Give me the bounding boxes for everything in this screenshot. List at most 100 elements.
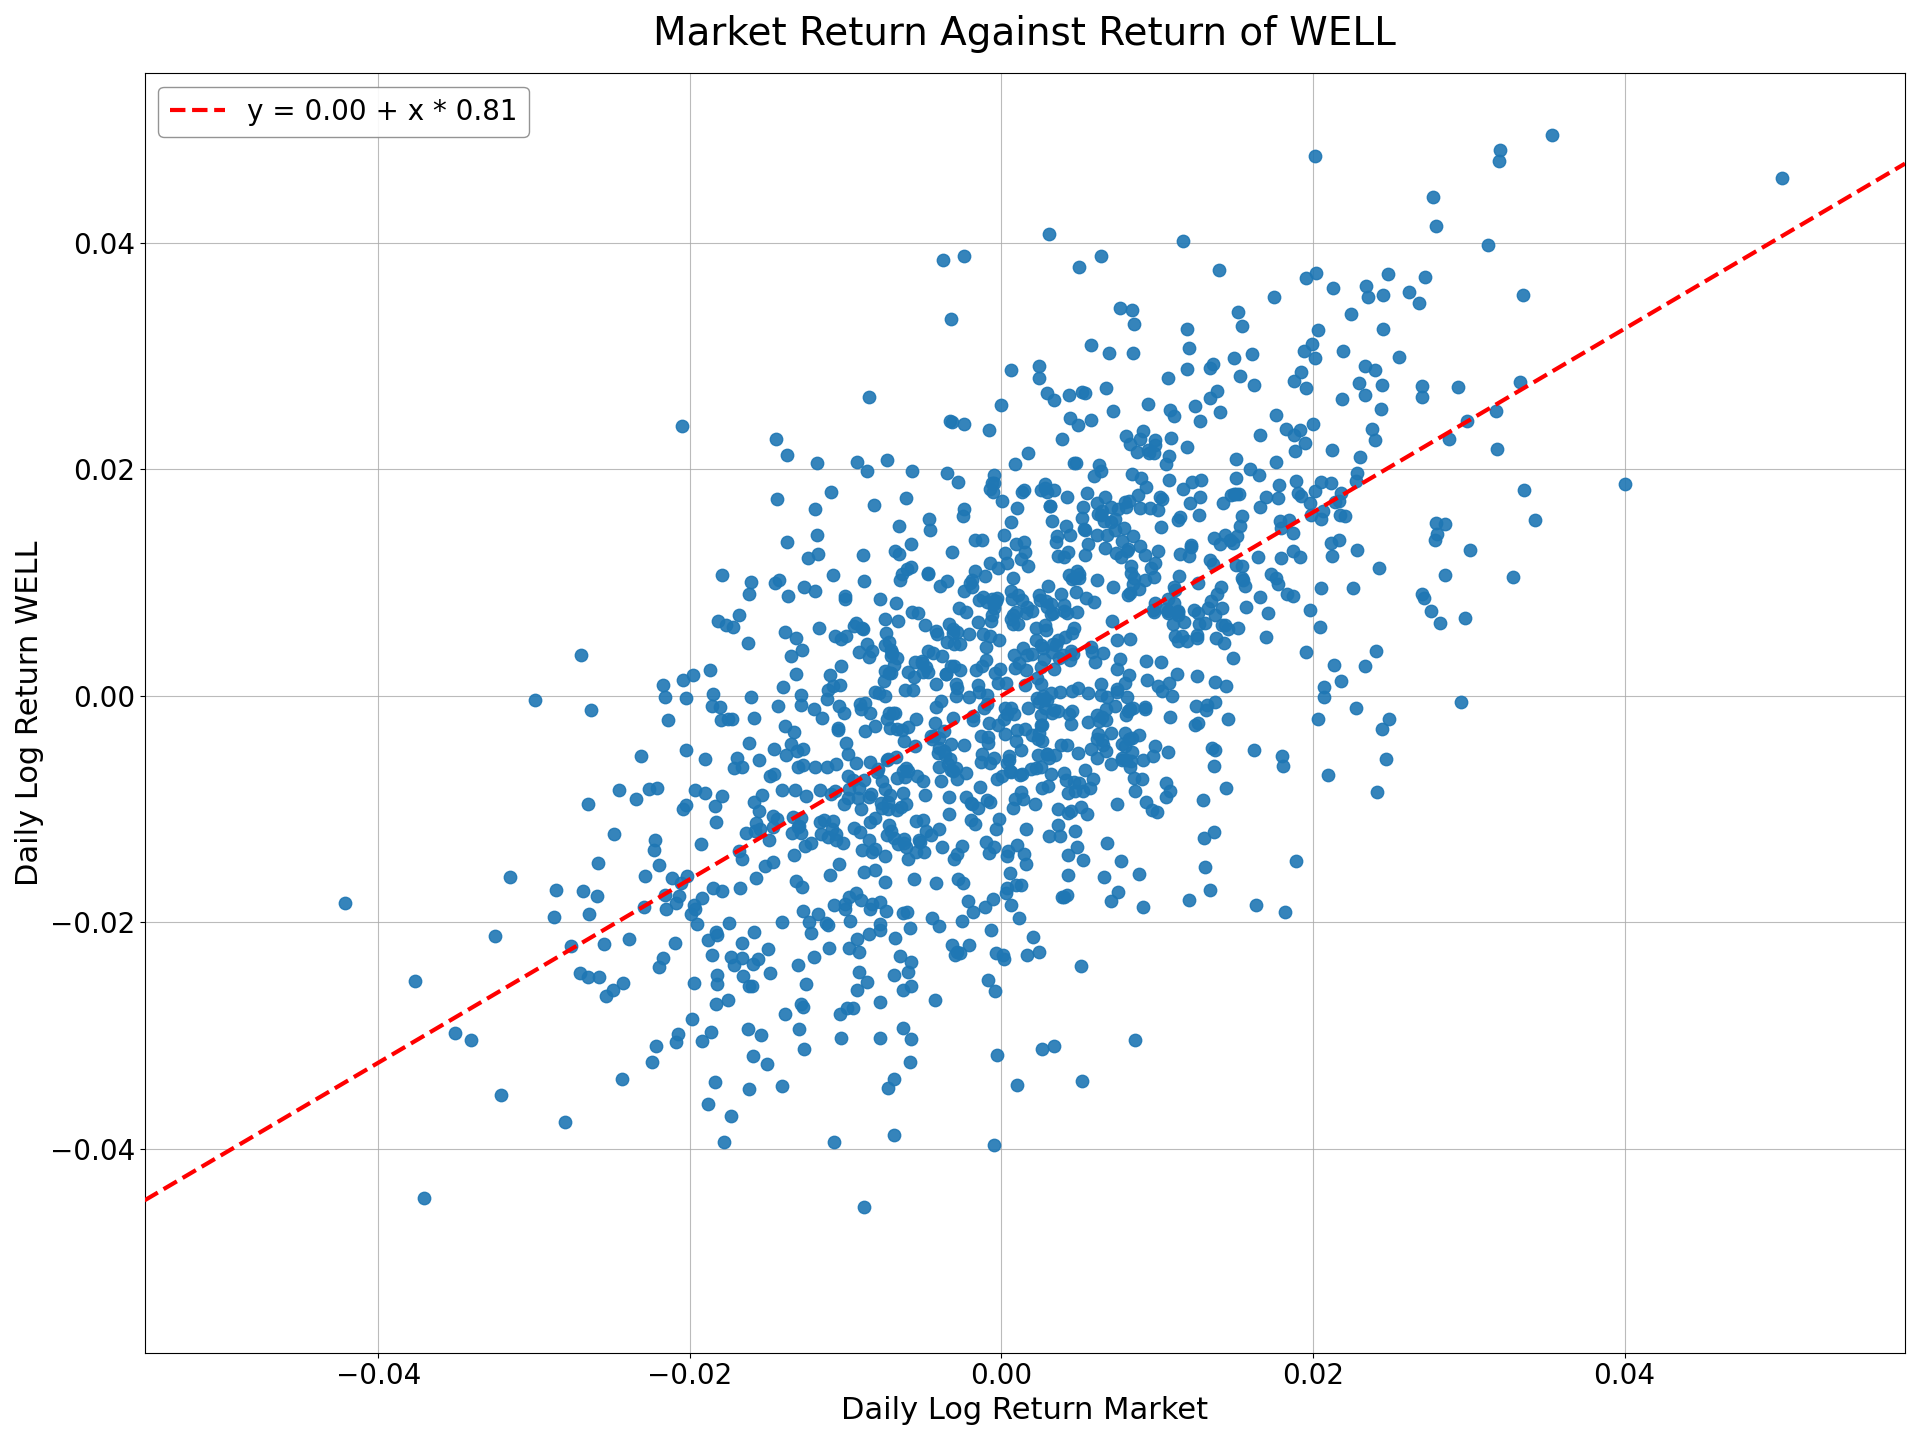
Point	[789, 1037, 820, 1060]
Point	[860, 838, 891, 861]
y = 0.00 + x * 0.81	[1181, 575, 1204, 592]
Point	[818, 1130, 849, 1153]
Point	[820, 624, 851, 647]
Point	[1419, 186, 1450, 209]
Point	[1035, 495, 1066, 518]
Point	[1167, 611, 1198, 634]
Point	[1091, 485, 1121, 508]
Point	[862, 757, 893, 780]
Point	[1114, 628, 1144, 651]
Point	[881, 647, 912, 670]
Point	[1071, 804, 1102, 827]
Point	[845, 798, 876, 821]
Point	[879, 926, 910, 949]
Point	[1177, 534, 1208, 557]
Point	[1114, 755, 1144, 778]
Point	[876, 716, 906, 739]
Point	[781, 626, 812, 649]
Point	[783, 815, 814, 838]
Point	[879, 1123, 910, 1146]
Point	[1152, 367, 1183, 390]
Point	[1281, 850, 1311, 873]
Point	[1062, 413, 1092, 436]
Point	[866, 791, 897, 814]
Point	[1091, 739, 1121, 762]
Point	[1000, 657, 1031, 680]
Point	[741, 865, 772, 888]
Point	[854, 811, 885, 834]
Point	[1006, 547, 1037, 570]
Point	[945, 632, 975, 655]
Point	[983, 629, 1014, 652]
Point	[1344, 372, 1375, 395]
Point	[678, 1007, 708, 1030]
Point	[785, 806, 816, 829]
Point	[991, 697, 1021, 720]
Point	[1183, 602, 1213, 625]
Point	[1031, 688, 1062, 711]
Point	[753, 937, 783, 960]
Point	[1152, 599, 1183, 622]
Point	[948, 734, 979, 757]
Point	[1183, 711, 1213, 734]
Point	[1223, 300, 1254, 323]
Point	[803, 903, 833, 926]
Point	[985, 393, 1016, 416]
Point	[879, 590, 910, 613]
Point	[993, 552, 1023, 575]
Point	[612, 927, 643, 950]
Point	[1060, 580, 1091, 603]
Point	[812, 756, 843, 779]
Point	[1087, 734, 1117, 757]
Point	[989, 524, 1020, 547]
Point	[841, 927, 872, 950]
Point	[1031, 619, 1062, 642]
Point	[933, 804, 964, 827]
Point	[785, 821, 816, 844]
Point	[1162, 600, 1192, 624]
Point	[1200, 603, 1231, 626]
Point	[1096, 609, 1127, 632]
Point	[948, 413, 979, 436]
Point	[1271, 418, 1302, 441]
Point	[1212, 674, 1242, 697]
Point	[1409, 586, 1440, 609]
Point	[685, 832, 716, 855]
Point	[993, 844, 1023, 867]
Point	[933, 612, 964, 635]
Point	[1158, 613, 1188, 636]
Point	[831, 786, 862, 809]
Point	[1131, 668, 1162, 691]
Point	[1025, 588, 1056, 611]
Point	[747, 783, 778, 806]
Point	[1073, 710, 1104, 733]
Point	[1300, 262, 1331, 285]
Point	[1081, 704, 1112, 727]
Point	[960, 812, 991, 835]
Point	[941, 672, 972, 696]
Point	[956, 793, 987, 816]
Point	[1010, 658, 1041, 681]
Point	[1033, 746, 1064, 769]
Point	[1208, 491, 1238, 514]
Point	[772, 444, 803, 467]
Point	[929, 743, 960, 766]
Y-axis label: Daily Log Return WELL: Daily Log Return WELL	[15, 540, 44, 886]
Point	[701, 992, 732, 1015]
Point	[887, 719, 918, 742]
Point	[1058, 642, 1089, 665]
Point	[1198, 755, 1229, 778]
Point	[1139, 442, 1169, 465]
Point	[670, 739, 701, 762]
Point	[996, 359, 1027, 382]
Point	[449, 1372, 480, 1395]
Point	[1258, 287, 1288, 310]
Point	[1215, 484, 1246, 507]
Point	[1046, 734, 1077, 757]
Point	[879, 539, 910, 562]
Point	[1298, 412, 1329, 435]
Point	[1075, 737, 1106, 760]
Point	[870, 660, 900, 683]
Point	[1068, 848, 1098, 871]
Point	[1041, 530, 1071, 553]
